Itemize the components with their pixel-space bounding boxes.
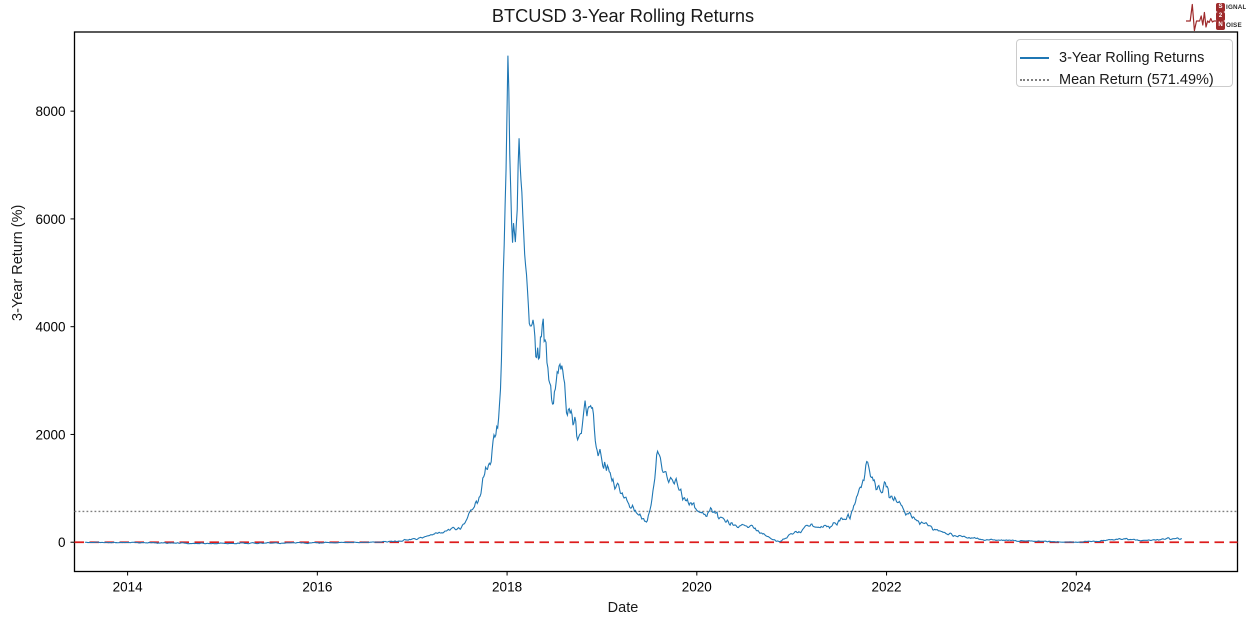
svg-text:2020: 2020 [682,580,712,595]
svg-text:2014: 2014 [113,580,144,595]
svg-text:2022: 2022 [872,580,902,595]
svg-text:2016: 2016 [302,580,332,595]
svg-text:0: 0 [58,535,66,550]
svg-text:2024: 2024 [1061,580,1092,595]
svg-text:4000: 4000 [35,320,65,335]
svg-text:8000: 8000 [35,104,65,119]
svg-text:2000: 2000 [35,427,65,442]
svg-text:2018: 2018 [492,580,522,595]
svg-text:6000: 6000 [35,212,65,227]
